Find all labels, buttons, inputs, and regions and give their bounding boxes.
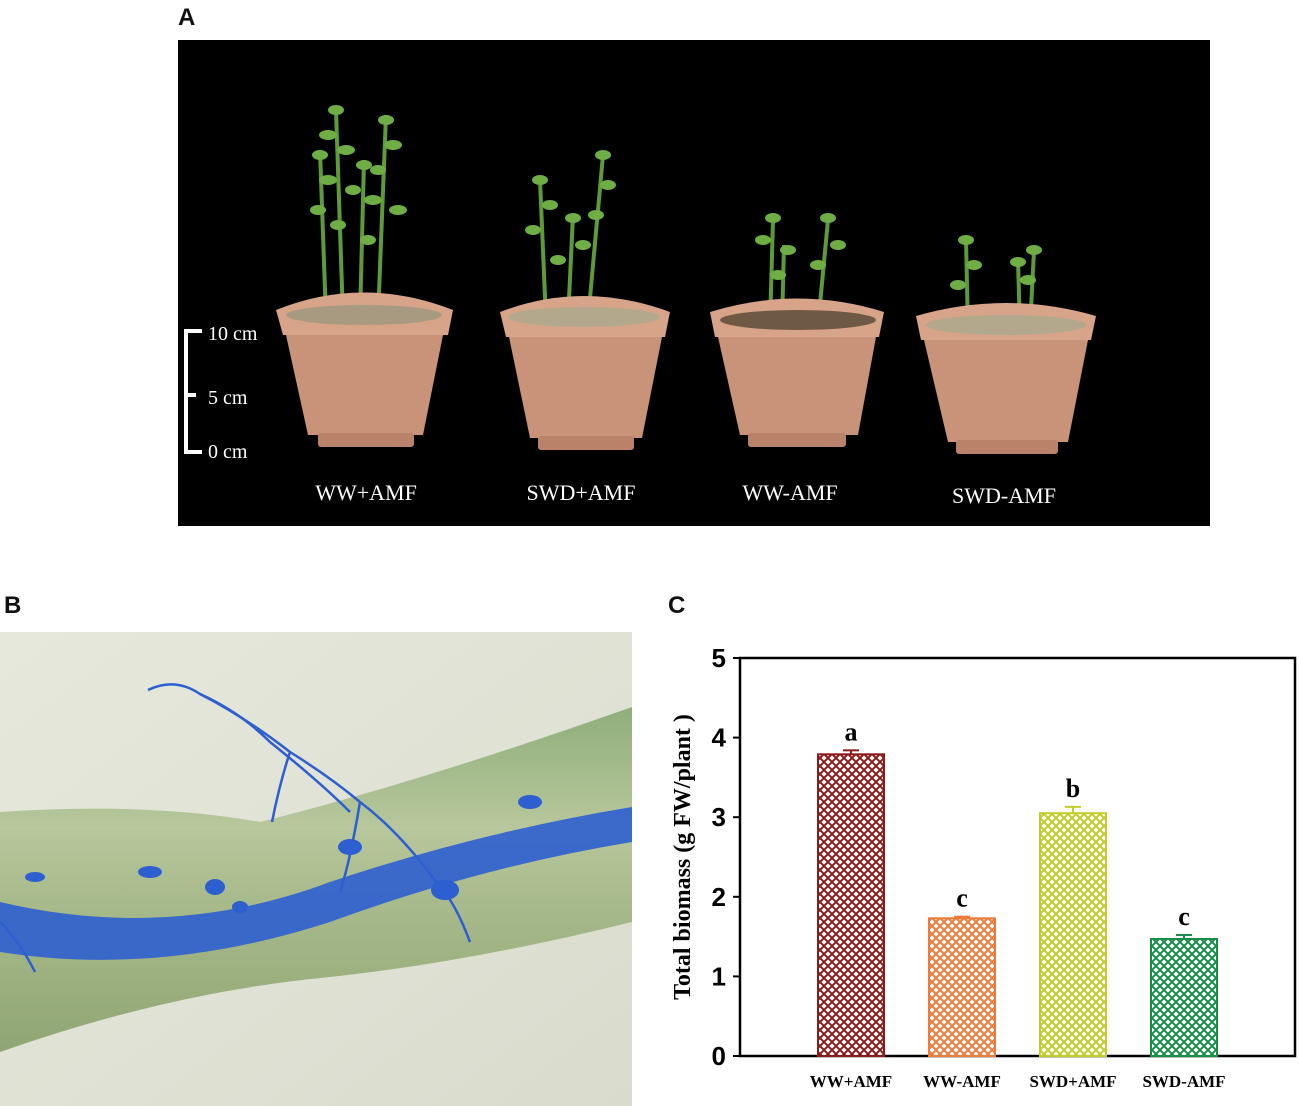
panel-b-letter: B — [4, 592, 22, 619]
plant-leaves — [950, 235, 1042, 290]
y-tick-label: 1 — [712, 961, 726, 991]
pot-ww-no-amf — [710, 213, 884, 447]
x-tick-label: WW-AMF — [923, 1072, 1001, 1091]
root-tissue — [0, 707, 632, 1052]
plot-frame — [738, 656, 1297, 1058]
bar — [1150, 937, 1218, 1058]
arbuscules — [25, 795, 542, 913]
panel-c-letter: C — [668, 592, 686, 619]
scale-bar — [184, 329, 202, 454]
bar — [817, 753, 885, 1057]
y-tick-label: 4 — [712, 723, 727, 753]
y-tick-label: 5 — [712, 643, 726, 673]
scale-label-10cm: 10 cm — [208, 323, 258, 345]
plant-leaves — [310, 105, 407, 245]
chart-plot-area: 0 1 2 3 4 5 Total biomass (g FW/plant ) a WW+AMF… — [670, 643, 1297, 1091]
plant-leaves — [755, 213, 846, 280]
y-tick-label: 0 — [712, 1041, 726, 1071]
panel-a-letter: A — [178, 4, 196, 31]
label-ww-no-amf: WW-AMF — [742, 480, 837, 505]
bar — [1039, 812, 1107, 1057]
x-tick-label: SWD+AMF — [1029, 1072, 1116, 1091]
x-tick-label: SWD-AMF — [1142, 1072, 1225, 1091]
x-tick-label: WW+AMF — [810, 1072, 892, 1091]
plants-photo: 10 cm 5 cm 0 cm — [178, 40, 1210, 526]
significance-letter: a — [845, 717, 858, 746]
biomass-chart: 0 1 2 3 4 5 Total biomass (g FW/plant ) a WW+AMF… — [670, 643, 1297, 1091]
y-tick-label: 3 — [712, 802, 726, 832]
pot-swd-amf — [500, 150, 670, 450]
significance-letter: c — [1178, 902, 1190, 931]
pot-ww-amf — [276, 105, 453, 447]
bar — [928, 917, 996, 1057]
vascular-cylinder — [0, 807, 632, 960]
pot-swd-no-amf — [916, 235, 1096, 454]
label-swd-no-amf: SWD-AMF — [952, 483, 1056, 508]
y-tick-label: 2 — [712, 882, 726, 912]
scale-label-0cm: 0 cm — [208, 441, 248, 463]
root-micrograph — [0, 632, 632, 1106]
label-ww-amf: WW+AMF — [315, 480, 417, 505]
significance-letter: c — [956, 884, 968, 913]
plant-leaves — [525, 150, 616, 265]
label-swd-amf: SWD+AMF — [527, 480, 636, 505]
significance-letter: b — [1066, 774, 1080, 803]
scale-label-5cm: 5 cm — [208, 387, 248, 409]
y-axis-label: Total biomass (g FW/plant ) — [670, 714, 696, 1000]
